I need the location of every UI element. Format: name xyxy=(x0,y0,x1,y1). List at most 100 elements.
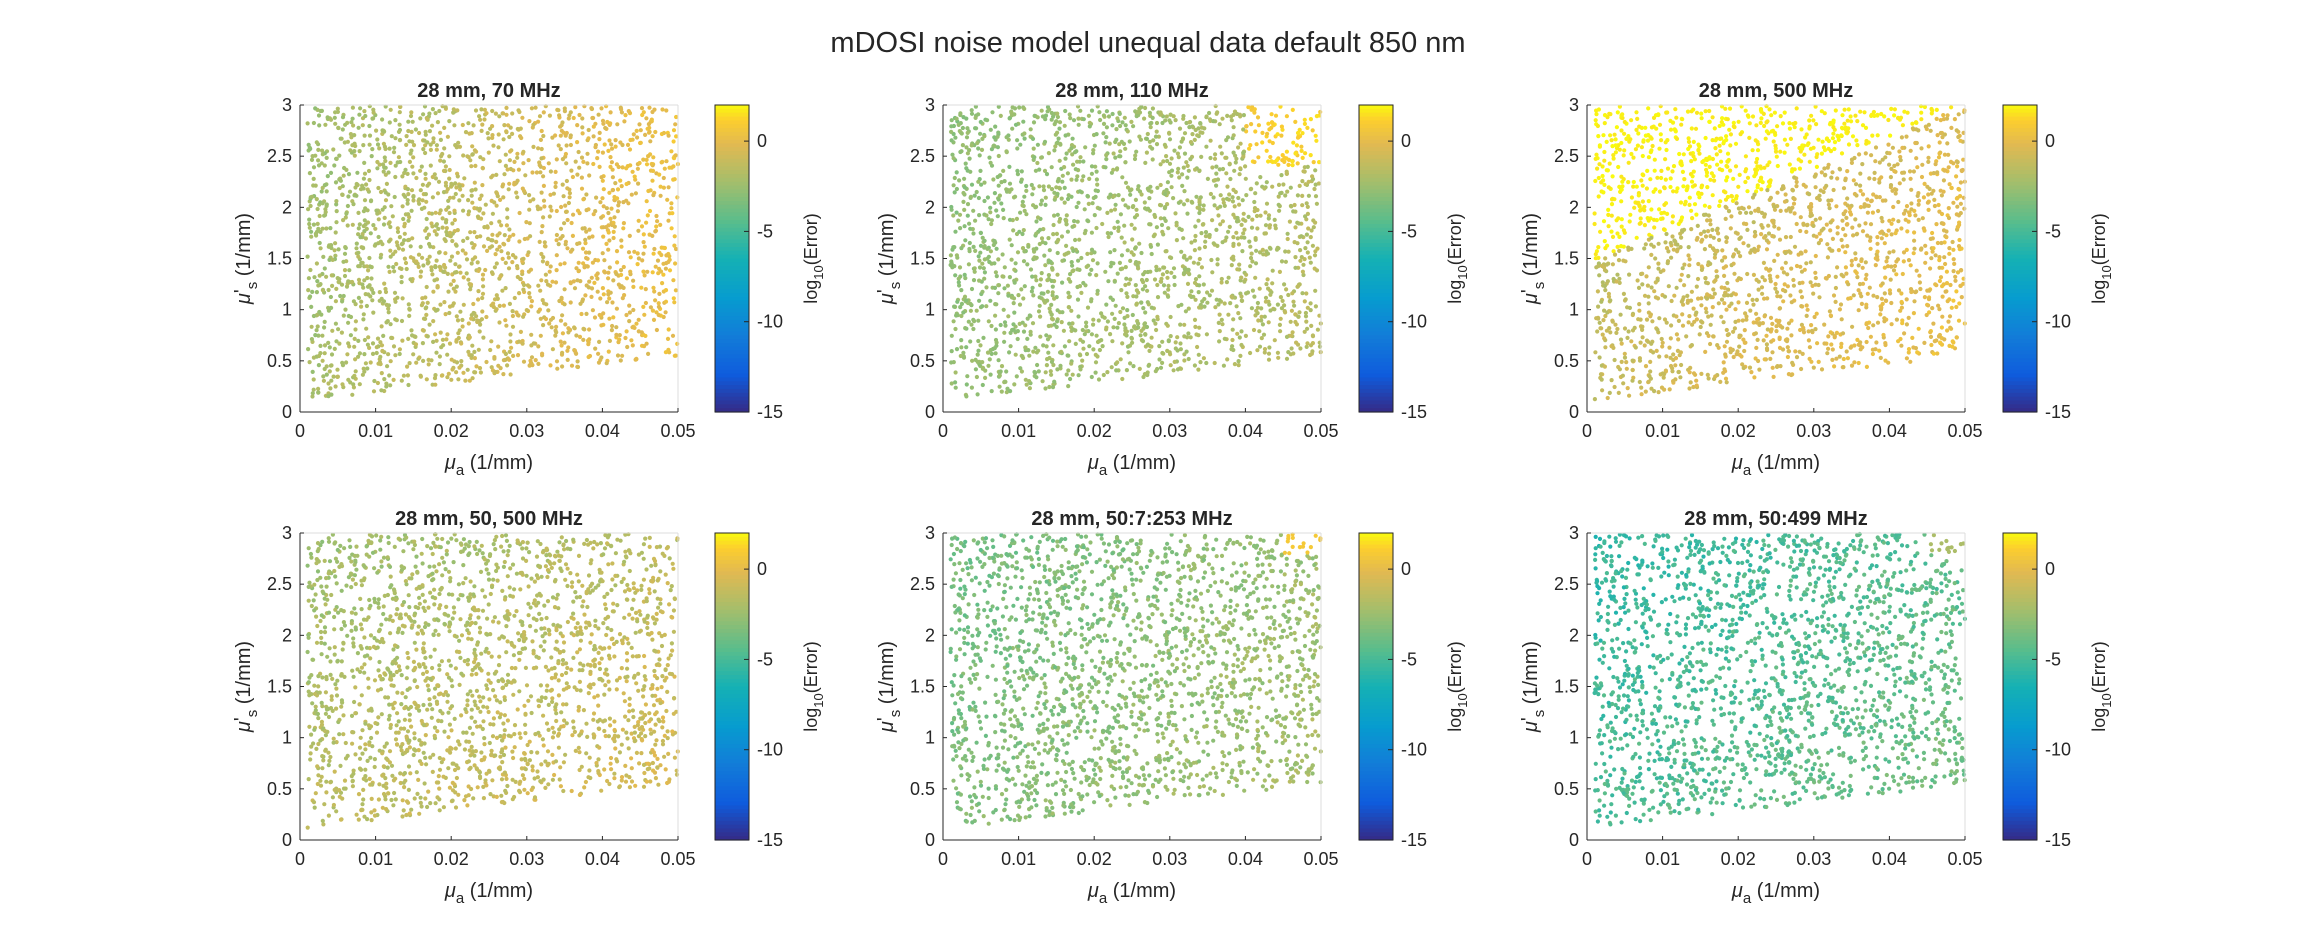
data-point xyxy=(629,338,634,343)
data-point xyxy=(320,148,325,153)
data-point xyxy=(1241,150,1246,155)
data-point xyxy=(1106,114,1112,119)
data-point xyxy=(1853,113,1858,118)
data-point xyxy=(405,201,410,206)
data-point xyxy=(596,360,602,365)
data-point xyxy=(330,328,335,333)
data-point xyxy=(529,106,535,111)
data-point xyxy=(1603,246,1608,251)
data-point xyxy=(324,155,329,160)
data-point xyxy=(590,308,596,313)
data-point xyxy=(1845,169,1850,174)
data-point xyxy=(370,298,375,303)
data-point xyxy=(993,124,998,129)
data-point xyxy=(1253,261,1259,266)
data-point xyxy=(521,256,526,261)
data-point xyxy=(957,265,963,270)
data-point xyxy=(666,218,671,223)
data-point xyxy=(951,213,956,218)
colorbar-segment xyxy=(715,408,749,413)
colorbar-segment xyxy=(1359,116,1393,121)
data-point xyxy=(662,166,667,171)
data-point xyxy=(1228,176,1233,182)
data-point xyxy=(1012,280,1017,285)
data-point xyxy=(1915,165,1920,170)
data-point xyxy=(985,118,990,123)
data-point xyxy=(307,171,312,176)
data-point xyxy=(1723,376,1729,381)
data-point xyxy=(1182,358,1187,363)
data-point xyxy=(351,299,356,304)
data-point xyxy=(1926,192,1931,197)
data-point xyxy=(1134,149,1139,154)
data-point xyxy=(1106,195,1112,200)
data-point xyxy=(318,343,323,348)
data-point xyxy=(326,305,331,310)
data-point xyxy=(1155,366,1160,372)
data-point xyxy=(559,204,564,210)
data-point xyxy=(376,217,381,222)
data-point xyxy=(1012,106,1018,111)
data-point xyxy=(558,236,563,241)
data-point xyxy=(1129,222,1134,227)
data-point xyxy=(630,137,635,142)
data-point xyxy=(541,215,546,220)
colorbar-segment xyxy=(715,346,749,352)
colorbar-tick-label: 0 xyxy=(1401,131,1411,151)
data-point xyxy=(539,190,544,195)
data-point xyxy=(504,105,509,110)
data-point xyxy=(1269,112,1274,117)
data-point xyxy=(333,384,338,389)
data-point xyxy=(619,184,624,189)
data-point xyxy=(661,261,666,266)
data-point xyxy=(308,203,313,209)
y-tick-label: 2.5 xyxy=(910,146,935,166)
data-point xyxy=(346,172,352,177)
data-point xyxy=(460,193,465,198)
data-point xyxy=(440,225,445,230)
data-point xyxy=(428,163,433,168)
data-point xyxy=(1728,143,1733,148)
data-point xyxy=(1172,359,1177,364)
data-point xyxy=(1145,131,1150,137)
data-point xyxy=(452,208,457,213)
data-point xyxy=(1176,155,1181,160)
data-point xyxy=(1149,251,1154,257)
data-point xyxy=(961,310,966,315)
data-point xyxy=(616,203,621,208)
data-point xyxy=(1885,255,1890,260)
data-point xyxy=(422,205,427,210)
data-point xyxy=(563,151,569,157)
data-point xyxy=(1125,308,1130,313)
data-point xyxy=(1003,323,1008,328)
data-point xyxy=(406,119,411,124)
data-point xyxy=(992,285,998,290)
data-point xyxy=(567,113,572,118)
colorbar-segment xyxy=(1359,105,1393,110)
data-point xyxy=(1163,218,1168,223)
data-point xyxy=(388,359,393,364)
data-point xyxy=(1118,309,1123,315)
data-point xyxy=(452,123,457,128)
data-point xyxy=(1926,207,1931,212)
data-point xyxy=(494,239,499,244)
data-point xyxy=(423,295,428,300)
data-point xyxy=(345,352,350,357)
data-point xyxy=(319,189,324,194)
data-point xyxy=(968,226,973,231)
data-point xyxy=(1631,184,1636,189)
data-point xyxy=(1134,207,1139,212)
data-point xyxy=(618,178,623,183)
data-point xyxy=(1039,236,1045,241)
data-point xyxy=(1028,267,1034,272)
data-point xyxy=(553,133,558,138)
data-point xyxy=(1084,324,1089,329)
data-point xyxy=(363,361,368,366)
data-point xyxy=(1069,260,1074,265)
data-point xyxy=(1013,122,1019,127)
data-point xyxy=(1690,216,1695,221)
data-point xyxy=(1275,132,1280,137)
data-point xyxy=(522,236,527,242)
data-point xyxy=(1073,237,1078,243)
data-point xyxy=(505,215,510,220)
